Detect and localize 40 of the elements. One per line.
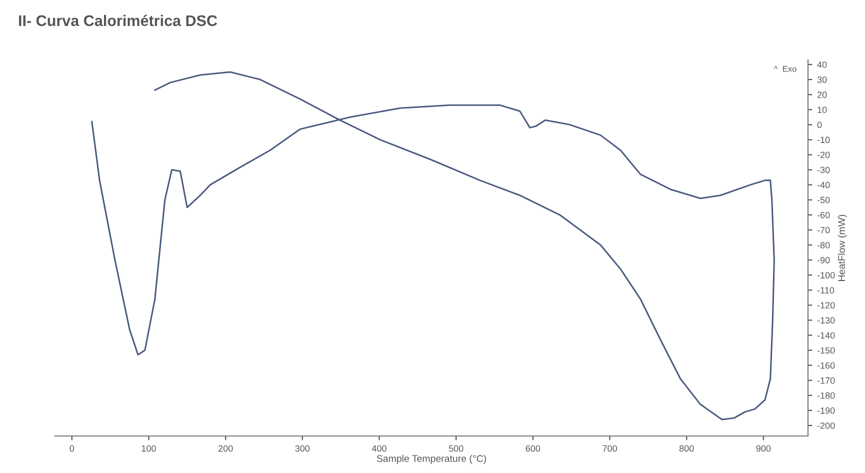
y-tick-label: -180 [817, 392, 835, 399]
chart-title: II- Curva Calorimétrica DSC [19, 14, 218, 26]
y-tick-label: -20 [817, 152, 830, 158]
y-tick-label: -130 [817, 317, 835, 324]
y-tick-label: -60 [817, 212, 830, 218]
x-tick-label: 300 [295, 445, 310, 452]
y-tick-label: -140 [817, 332, 835, 339]
y-tick-label: -40 [817, 182, 830, 188]
x-tick-label: 500 [448, 445, 464, 452]
y-tick-label: 30 [817, 76, 827, 83]
y-tick-label: 40 [817, 61, 827, 68]
y-tick-label: -90 [817, 257, 830, 264]
x-tick-label: 400 [372, 445, 386, 452]
x-tick-label: 100 [142, 445, 156, 452]
x-tick-label: 700 [602, 445, 617, 452]
annotation: ^ Exo [774, 66, 796, 72]
y-tick-label: -70 [817, 226, 830, 234]
y-tick-label: -30 [817, 166, 830, 174]
y-tick-label: -200 [817, 422, 835, 429]
y-axis-title: HeatFlow (mW) [838, 214, 847, 281]
y-tick-label: 20 [817, 92, 827, 98]
y-tick-label: -80 [817, 242, 830, 248]
y-tick-label: 10 [818, 106, 827, 113]
y-tick-label: -120 [817, 302, 835, 309]
x-tick-label: 900 [756, 445, 771, 452]
x-tick-label: 800 [679, 445, 694, 452]
y-tick-label: 0 [817, 122, 822, 128]
y-tick-label: -100 [817, 272, 835, 278]
line-series [91, 71, 775, 420]
x-tick-label: 600 [526, 445, 540, 452]
y-tick-label: -50 [817, 196, 830, 204]
x-tick-label: 200 [218, 445, 233, 452]
y-tick-label: -170 [817, 377, 835, 384]
y-tick-label: -150 [817, 347, 835, 354]
y-tick-label: -10 [817, 136, 830, 144]
y-tick-label: -110 [817, 287, 834, 294]
x-tick-label: 0 [70, 445, 74, 452]
y-tick-label: -160 [817, 362, 835, 369]
y-tick-label: -190 [817, 407, 835, 414]
x-axis-title: Sample Temperature (°C) [376, 454, 486, 464]
